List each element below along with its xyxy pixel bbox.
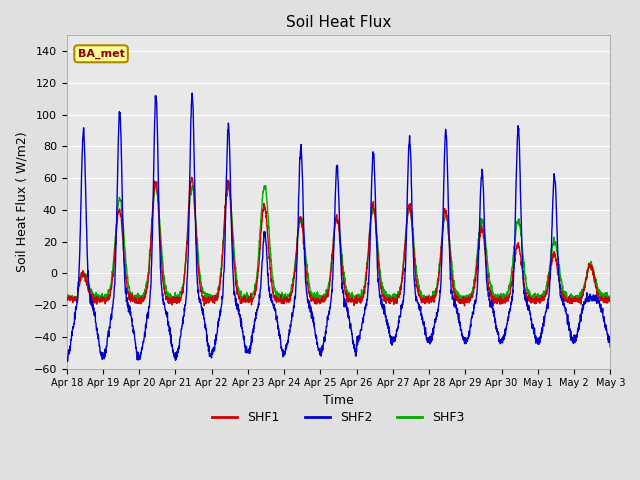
- X-axis label: Time: Time: [323, 394, 354, 407]
- Title: Soil Heat Flux: Soil Heat Flux: [286, 15, 391, 30]
- Text: BA_met: BA_met: [77, 48, 125, 59]
- Legend: SHF1, SHF2, SHF3: SHF1, SHF2, SHF3: [207, 406, 470, 429]
- Y-axis label: Soil Heat Flux ( W/m2): Soil Heat Flux ( W/m2): [15, 132, 28, 272]
